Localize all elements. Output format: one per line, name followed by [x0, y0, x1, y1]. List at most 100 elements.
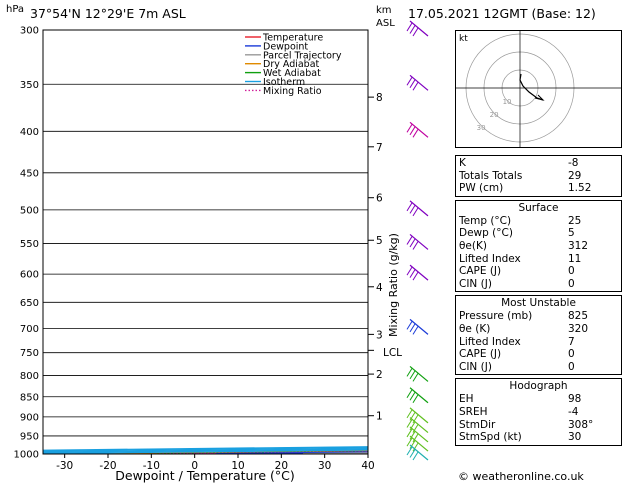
x-tick-label: -10 — [143, 460, 160, 472]
panel-title: Surface — [518, 201, 559, 214]
stat-label: Temp (°C) — [459, 214, 512, 227]
legend-label: Dry Adiabat — [263, 59, 320, 70]
pressure-tick-label: 500 — [20, 205, 39, 216]
height-unit: km ASL — [376, 4, 395, 30]
wind-barb-flag — [406, 389, 413, 399]
hodograph: 10 20 30 kt — [455, 30, 622, 148]
pressure-tick-label: 350 — [20, 80, 39, 91]
wind-barb-flag — [412, 442, 419, 452]
wind-barb-flag — [406, 236, 413, 245]
x-tick-label: -30 — [56, 460, 73, 472]
stat-label: StmSpd (kt) — [459, 431, 522, 444]
legend-label: Parcel Trajectory — [263, 50, 342, 61]
wind-barb-flag — [409, 412, 416, 421]
wind-barb-flag — [409, 126, 416, 136]
stat-row: CAPE (J) 0 — [459, 348, 618, 361]
lcl-label: LCL — [383, 347, 402, 359]
most-unstable-box: Most Unstable Pressure (mb) 825 θe (K) 320 Li… — [455, 295, 622, 376]
pressure-tick-label: 900 — [20, 412, 39, 423]
hodograph-unit: kt — [459, 34, 468, 44]
wind-barb — [409, 200, 429, 217]
pressure-tick-label: 650 — [20, 298, 39, 309]
stat-value: 29 — [568, 169, 582, 182]
stat-row: θe (K) 320 — [459, 323, 618, 336]
plot-frame — [42, 29, 369, 455]
stat-label: StmDir — [459, 418, 496, 431]
stat-row: Dewp (°C) 5 — [459, 227, 618, 240]
stat-row: CAPE (J) 0 — [459, 265, 618, 278]
wind-barb-flag — [412, 433, 419, 443]
wind-barb-flag — [409, 269, 416, 278]
wind-barb-flag — [412, 129, 419, 138]
legend-label: Temperature — [262, 33, 323, 44]
stat-row: PW (cm) 1.52 — [459, 182, 618, 195]
stat-value: 5 — [568, 227, 575, 240]
stat-value: 0 — [568, 360, 575, 373]
indices-panel: K -8 Totals Totals 29 PW (cm) 1.52 Surface Tem… — [455, 155, 622, 449]
stat-row: CIN (J) 0 — [459, 278, 618, 291]
wind-barb-flag — [409, 238, 416, 248]
km-tick-label: 3 — [376, 329, 383, 341]
legend-label: Mixing Ratio — [263, 86, 322, 97]
surface-box: Surface Temp (°C) 25 Dewp (°C) 5 θe(K) 312 Lift… — [455, 199, 622, 293]
stat-label: CAPE (J) — [459, 265, 502, 278]
pressure-tick-label: 750 — [20, 348, 39, 359]
stat-label: Dewp (°C) — [459, 227, 513, 240]
wind-barb-flag — [406, 124, 413, 133]
stat-row: Pressure (mb) 825 — [459, 310, 618, 323]
wind-barb-flag — [412, 241, 419, 250]
wind-barb-flag — [406, 409, 413, 419]
wind-barb-flag — [412, 373, 419, 382]
stat-row: StmDir 308° — [459, 419, 618, 432]
stat-label: CIN (J) — [459, 360, 492, 373]
x-tick-label: 10 — [231, 460, 244, 472]
stat-row: CIN (J) 0 — [459, 361, 618, 374]
km-tick-label: 6 — [376, 193, 383, 205]
wind-barb-flag — [409, 431, 416, 440]
km-tick-label: 5 — [376, 235, 383, 247]
legend-label: Dewpoint — [263, 41, 308, 52]
wind-barb-flag — [406, 202, 413, 212]
hodograph-ring-label: 30 — [477, 124, 486, 132]
wind-barb — [409, 318, 429, 335]
wind-barb-flag — [409, 25, 416, 34]
wind-barb — [409, 435, 429, 452]
storm-motion-marker — [534, 94, 545, 101]
stat-label: K — [459, 157, 466, 169]
indices-box: K -8 Totals Totals 29 PW (cm) 1.52 — [455, 155, 622, 197]
wind-barb-flag — [406, 419, 413, 428]
wind-barb-flag — [409, 370, 416, 380]
stat-label: EH — [459, 393, 474, 406]
stat-value: -4 — [568, 405, 579, 418]
stat-row: Lifted Index 7 — [459, 336, 618, 349]
wind-barb — [409, 426, 429, 443]
wind-barb-flag — [409, 205, 416, 214]
stat-label: Pressure (mb) — [459, 310, 533, 323]
stat-row: EH 98 — [459, 393, 618, 406]
x-tick-label: 40 — [361, 460, 374, 472]
wind-barb-flag — [406, 321, 413, 330]
wind-barb-flag — [412, 451, 419, 461]
wind-barb — [409, 20, 429, 37]
pressure-tick-label: 950 — [20, 431, 39, 442]
hodograph-stats-box: Hodograph EH 98 SREH -4 StmDir 308° StmSpd (kt)… — [455, 378, 622, 446]
wind-barb-flag — [412, 394, 419, 404]
hodograph-frame — [455, 30, 622, 148]
panel-title: Most Unstable — [501, 297, 576, 310]
wind-barb-flag — [412, 82, 419, 91]
x-tick-label: -20 — [99, 460, 116, 472]
stat-value: 1.52 — [568, 182, 592, 195]
wind-barb-flag — [406, 437, 413, 447]
stat-row: Temp (°C) 25 — [459, 215, 618, 228]
km-tick-label: 7 — [376, 142, 383, 154]
wind-barb-flag — [412, 271, 419, 281]
wind-barb-flag — [409, 323, 416, 333]
credit: © weatheronline.co.uk — [458, 470, 584, 483]
x-axis-label: Dewpoint / Temperature (°C) — [115, 468, 294, 483]
mixing-ratio-axis-label: Mixing Ratio (g/kg) — [387, 233, 400, 337]
stat-value: -8 — [568, 157, 579, 169]
wind-barb-flag — [412, 326, 419, 335]
wind-barb-flag — [409, 440, 416, 449]
stat-row: SREH -4 — [459, 406, 618, 419]
pressure-tick-label: 300 — [20, 26, 39, 37]
